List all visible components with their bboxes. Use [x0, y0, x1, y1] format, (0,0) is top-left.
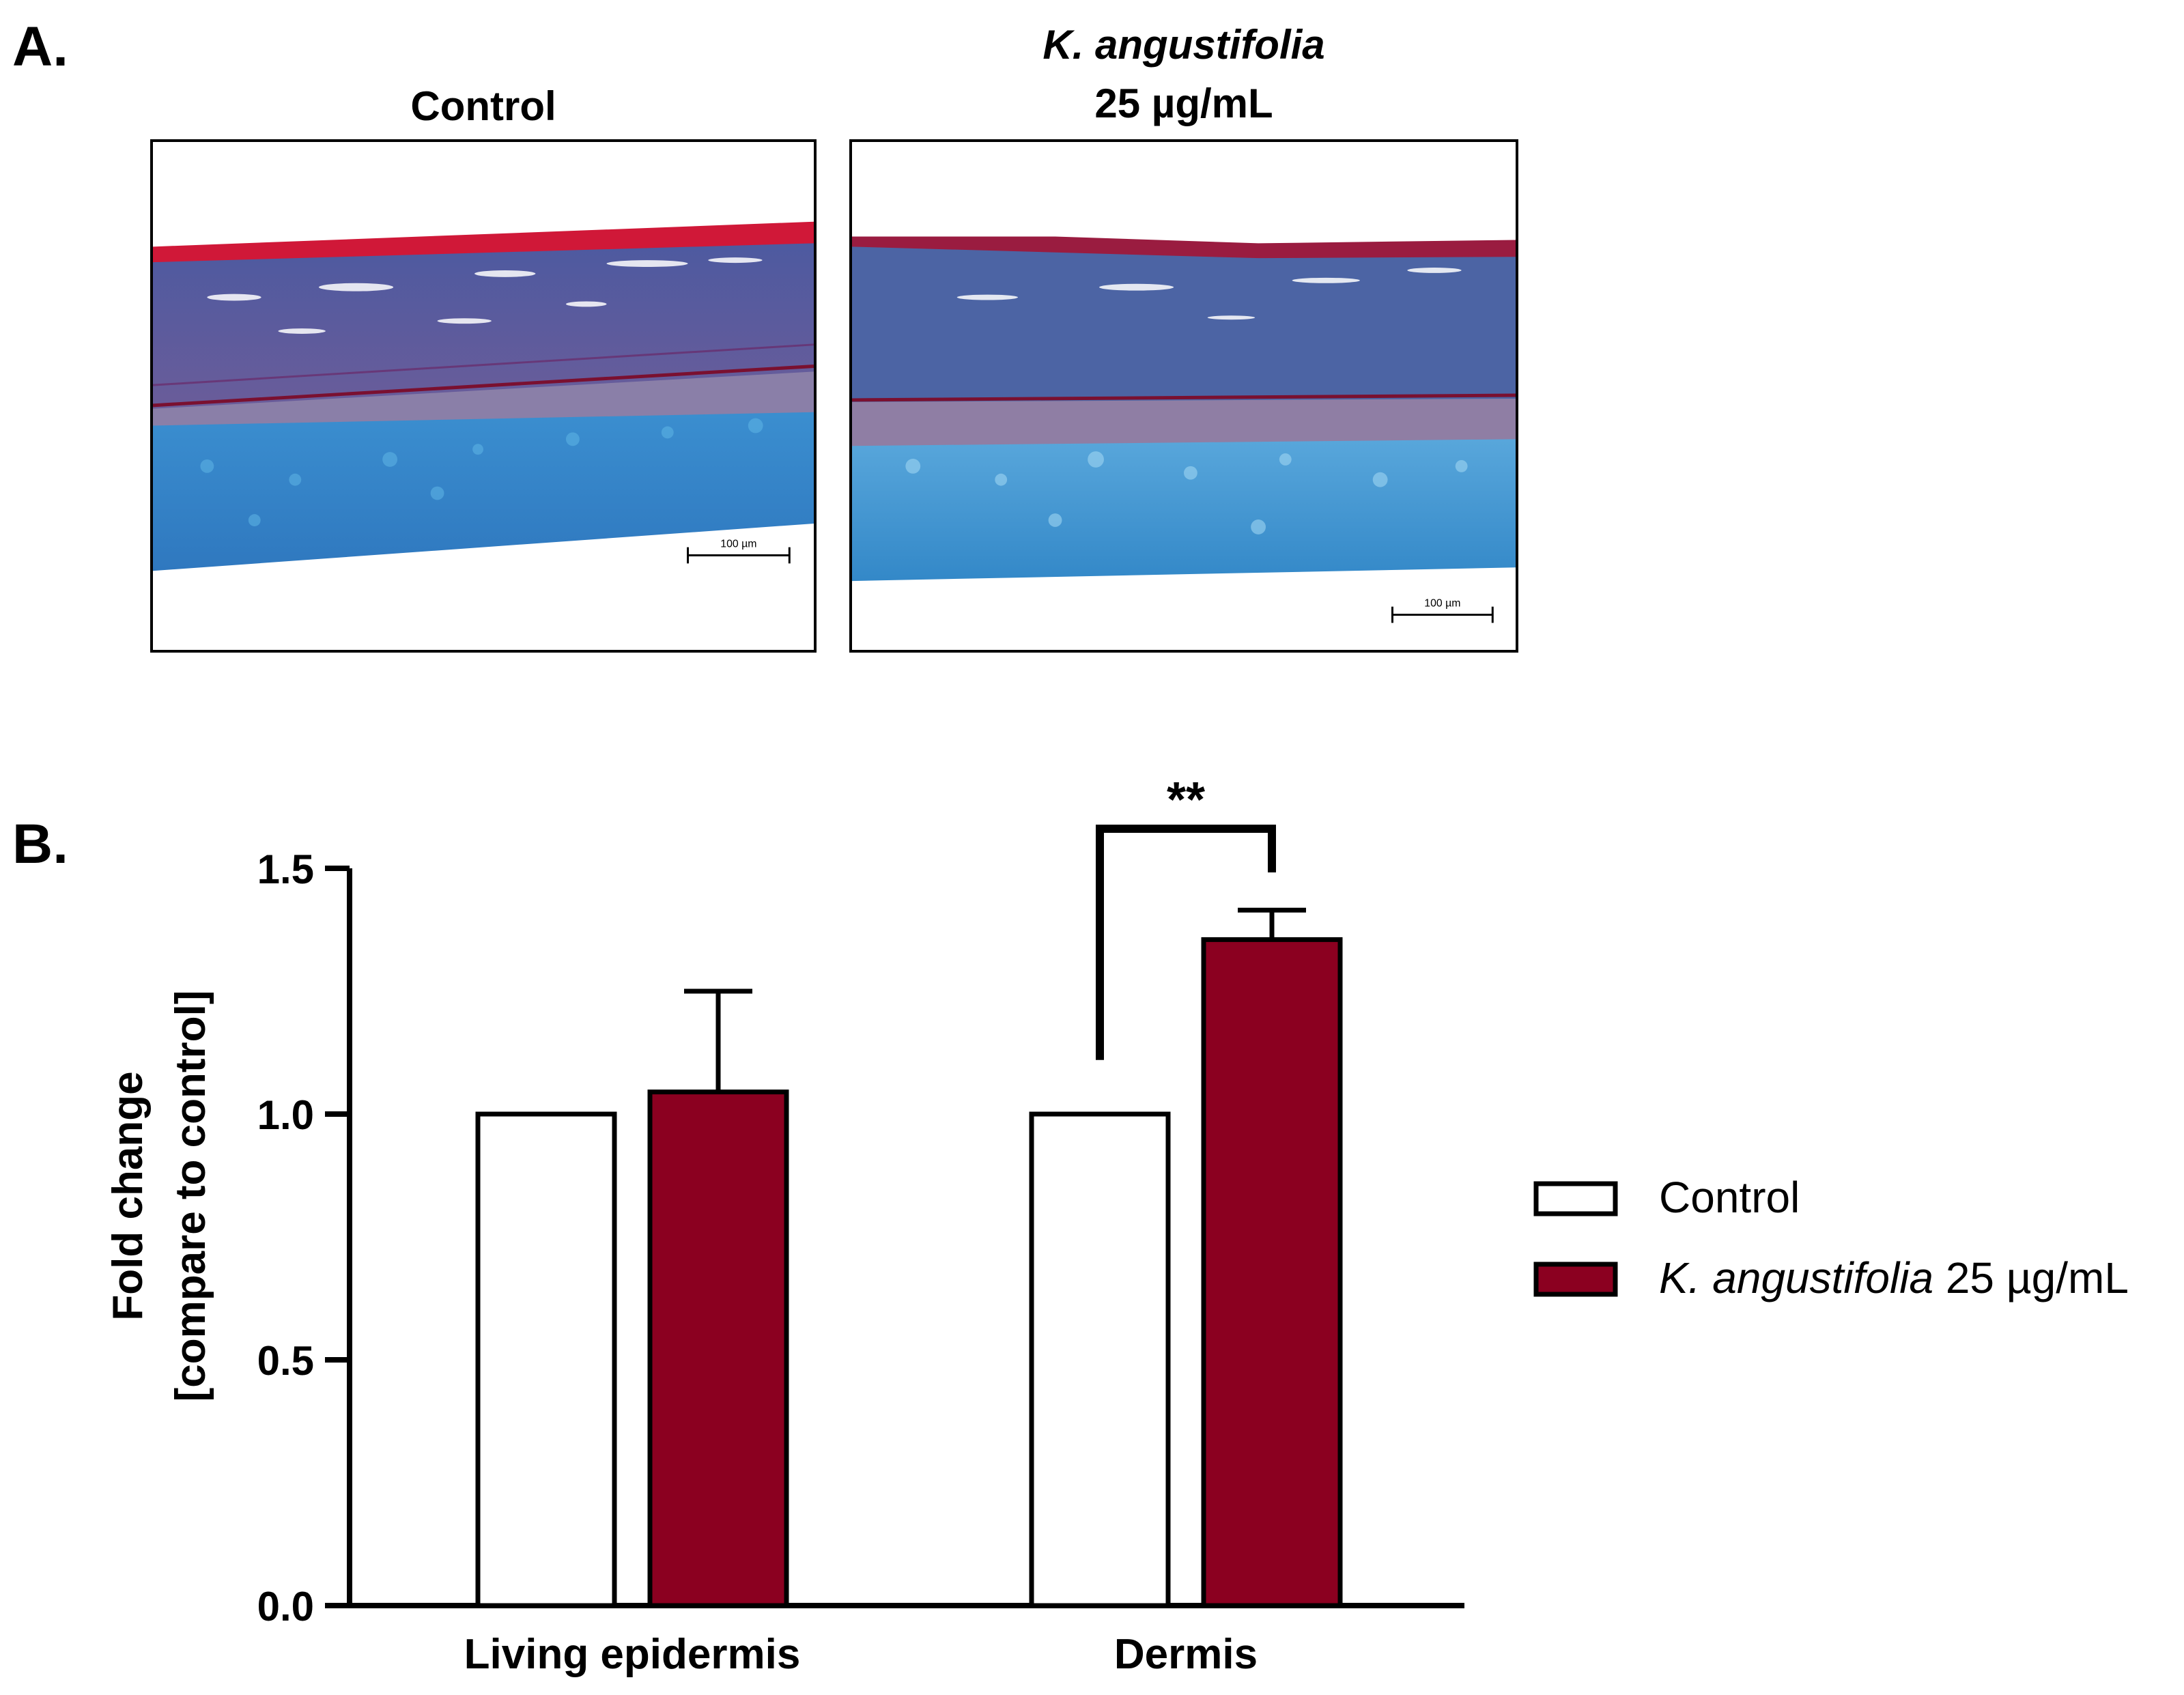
x-tick-label: Living epidermis: [464, 1631, 801, 1678]
legend-swatch-control: [1533, 1181, 1618, 1216]
treatment-scalebar-label: 100 µm: [1424, 598, 1460, 610]
legend-label-text-part: 25 µg/mL: [1933, 1253, 2129, 1302]
y-axis-label: Fold change: [104, 1071, 152, 1320]
y-tick-label: 1.5: [257, 846, 314, 892]
y-tick-label: 0.0: [257, 1584, 314, 1629]
bar-control-0: [475, 1111, 617, 1608]
bar-treatment-1: [1201, 937, 1343, 1608]
treatment-image-title-species: K. angustifolia: [1043, 22, 1325, 68]
treatment-tissue-image: 100 µm: [852, 236, 1516, 623]
treatment-image-title-dose: 25 µg/mL: [1094, 81, 1273, 126]
legend-label-treatment: K. angustifolia 25 µg/mL: [1659, 1253, 2129, 1302]
control-image-title: Control: [410, 83, 556, 129]
panel-b-label: B.: [12, 813, 68, 875]
legend-label-text-part: Control: [1659, 1173, 1800, 1222]
y-axis-label: [compare to control]: [167, 991, 214, 1402]
y-tick-label: 1.0: [257, 1092, 314, 1138]
legend-swatch-treatment: [1533, 1262, 1618, 1297]
x-tick-label: Dermis: [1114, 1631, 1258, 1678]
y-tick-label: 0.5: [257, 1338, 314, 1384]
bar-control-1: [1029, 1111, 1171, 1608]
control-tissue-image: 100 µm: [153, 221, 814, 571]
significance-bracket: [1096, 825, 1276, 1060]
control-scalebar-label: 100 µm: [720, 539, 756, 550]
treatment-micrograph: 100 µm: [849, 139, 1518, 653]
significance-marker: **: [1167, 773, 1205, 827]
bar-treatment-0: [647, 1089, 789, 1608]
legend-label-control: Control: [1659, 1173, 1800, 1222]
control-micrograph: 100 µm: [150, 139, 817, 653]
panel-a-label: A.: [12, 16, 68, 78]
legend-label-italic-part: K. angustifolia: [1659, 1253, 1933, 1302]
